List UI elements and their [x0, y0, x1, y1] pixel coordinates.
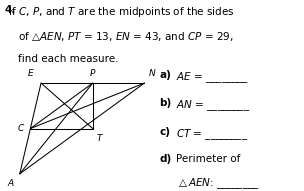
Text: 4.: 4.	[5, 5, 16, 15]
Text: $\mathit{T}$: $\mathit{T}$	[96, 132, 104, 143]
Text: Perimeter of: Perimeter of	[176, 154, 241, 164]
Text: $\mathit{N}$: $\mathit{N}$	[148, 67, 157, 78]
Text: $\triangle AEN$: ________: $\triangle AEN$: ________	[176, 177, 260, 191]
Text: of △$AEN$, $PT$ = 13, $EN$ = 43, and $CP$ = 29,: of △$AEN$, $PT$ = 13, $EN$ = 43, and $CP…	[5, 30, 233, 43]
Text: b): b)	[160, 98, 172, 108]
Text: c): c)	[160, 127, 171, 137]
Text: If $C$, $P$, and $T$ are the midpoints of the sides: If $C$, $P$, and $T$ are the midpoints o…	[5, 5, 234, 19]
Text: $AN$ = ________: $AN$ = ________	[176, 98, 250, 113]
Text: find each measure.: find each measure.	[5, 54, 118, 64]
Text: d): d)	[160, 154, 172, 164]
Text: $\mathit{P}$: $\mathit{P}$	[89, 67, 96, 78]
Text: $\mathit{E}$: $\mathit{E}$	[27, 67, 35, 78]
Text: a): a)	[160, 70, 171, 80]
Text: $CT$ = ________: $CT$ = ________	[176, 127, 249, 142]
Text: $AE$ = ________: $AE$ = ________	[176, 70, 249, 85]
Text: $\mathit{A}$: $\mathit{A}$	[7, 177, 15, 188]
Text: $\mathit{C}$: $\mathit{C}$	[17, 122, 25, 134]
